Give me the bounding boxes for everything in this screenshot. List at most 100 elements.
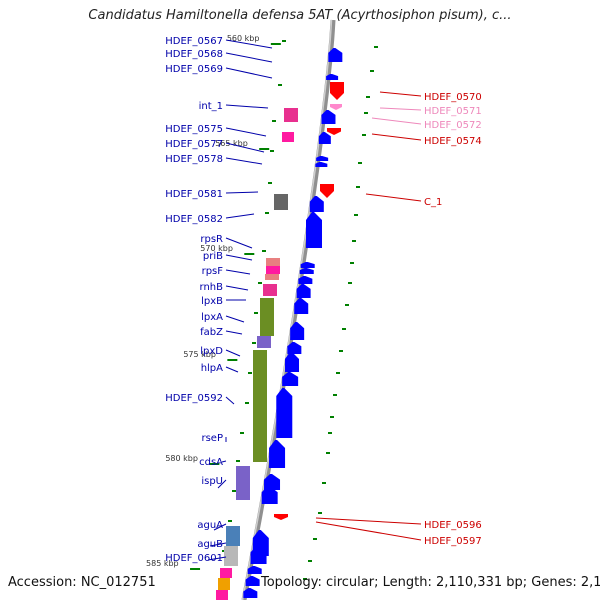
gc-dash [342, 328, 346, 330]
kbp-label: 560 kbp [227, 34, 260, 43]
gc-dash [272, 120, 276, 122]
gc-dash [322, 482, 326, 484]
label-leader [225, 39, 273, 49]
forward-gene-label: hlpA [201, 363, 223, 374]
kbp-label: 570 kbp [200, 244, 233, 253]
cog-block [216, 590, 228, 600]
label-leader [217, 479, 227, 489]
forward-gene-label: HDEF_0569 [165, 64, 223, 75]
cog-block [284, 108, 298, 122]
label-leader [225, 157, 263, 165]
gc-dash [328, 432, 332, 434]
gc-dash [258, 282, 262, 284]
label-leader [225, 237, 253, 249]
gc-dash [362, 134, 366, 136]
label-leader [225, 104, 269, 109]
reverse-gene-label: C_1 [424, 197, 442, 208]
accession-label: Accession: NC_012751 [8, 575, 156, 590]
cog-block [226, 526, 240, 546]
gc-dash [326, 452, 330, 454]
gc-dash [262, 250, 266, 252]
forward-gene-label: cdsA [199, 457, 223, 468]
gc-dash [303, 578, 307, 580]
label-leader [315, 517, 422, 525]
forward-gene-arrow [282, 372, 299, 386]
label-leader [225, 254, 253, 261]
cog-block [218, 578, 230, 590]
gc-dash [352, 240, 356, 242]
label-leader [225, 142, 265, 153]
reverse-gene-arrow [330, 104, 342, 110]
gc-dash [248, 372, 252, 374]
gc-dash [364, 112, 368, 114]
reverse-gene-label: HDEF_0596 [424, 520, 482, 531]
gc-dash [339, 350, 343, 352]
forward-gene-label: HDEF_0601 [165, 553, 223, 564]
forward-gene-label: HDEF_0568 [165, 49, 223, 60]
cog-block [266, 258, 280, 266]
page-title: Candidatus Hamiltonella defensa 5AT (Acy… [88, 8, 512, 23]
forward-gene-arrow [306, 212, 323, 248]
forward-gene-label: rpsF [202, 266, 224, 277]
forward-gene-label: priB [203, 251, 223, 262]
reverse-gene-label: HDEF_0572 [424, 120, 482, 131]
forward-gene-label: HDEF_0575 [165, 124, 223, 135]
kbp-label: 575 kbp [183, 350, 216, 359]
forward-gene-arrow [318, 132, 331, 144]
forward-gene-arrow [315, 162, 328, 167]
forward-gene-arrow [290, 322, 305, 340]
forward-gene-arrow [287, 342, 302, 354]
label-leader [207, 556, 227, 561]
cog-block [253, 350, 267, 462]
forward-gene-arrow [321, 110, 336, 124]
label-leader [225, 315, 245, 323]
cog-block [220, 568, 232, 578]
gc-dash [345, 304, 349, 306]
gc-dash [313, 538, 317, 540]
cog-block [266, 266, 280, 274]
label-leader [371, 133, 422, 141]
gc-dash [245, 402, 249, 404]
gc-dash [254, 312, 258, 314]
forward-gene-arrow [243, 588, 258, 598]
gc-dash [282, 40, 286, 42]
label-leader [379, 107, 422, 111]
cog-block [265, 274, 279, 280]
gc-dash [270, 150, 274, 152]
forward-gene-arrow [269, 440, 286, 468]
gc-dash [252, 342, 256, 344]
gc-dash [336, 372, 340, 374]
forward-gene-label: lpxD [200, 346, 223, 357]
reverse-gene-label: HDEF_0597 [424, 536, 482, 547]
gc-dash [356, 186, 360, 188]
forward-gene-arrow [245, 576, 260, 586]
cog-block [282, 132, 294, 142]
label-leader [225, 269, 251, 275]
gc-dash [268, 182, 272, 184]
forward-gene-label: aguA [197, 520, 223, 531]
forward-gene-label: HDEF_0578 [165, 154, 223, 165]
gc-dash [308, 560, 312, 562]
reverse-gene-label: HDEF_0574 [424, 136, 482, 147]
forward-gene-arrow [309, 196, 324, 212]
cog-block [236, 466, 250, 500]
forward-gene-arrow [328, 48, 343, 62]
reverse-gene-label: HDEF_0570 [424, 92, 482, 103]
forward-gene-label: fabZ [200, 327, 223, 338]
label-leader [225, 349, 241, 357]
forward-gene-label: ispU [201, 476, 223, 487]
forward-gene-arrow [285, 352, 300, 372]
forward-gene-label: aguB [197, 539, 223, 550]
gc-dash [366, 96, 370, 98]
label-leader [225, 191, 259, 194]
forward-gene-label: lpxA [201, 312, 223, 323]
forward-gene-label: HDEF_0577 [165, 139, 223, 150]
kbp-label: 565 kbp [215, 139, 248, 148]
label-leader [225, 213, 255, 219]
gc-dash [348, 282, 352, 284]
label-leader [225, 285, 249, 291]
gc-dash [370, 70, 374, 72]
gc-dash [265, 212, 269, 214]
kbp-label: 580 kbp [165, 454, 198, 463]
label-leader [213, 523, 227, 531]
